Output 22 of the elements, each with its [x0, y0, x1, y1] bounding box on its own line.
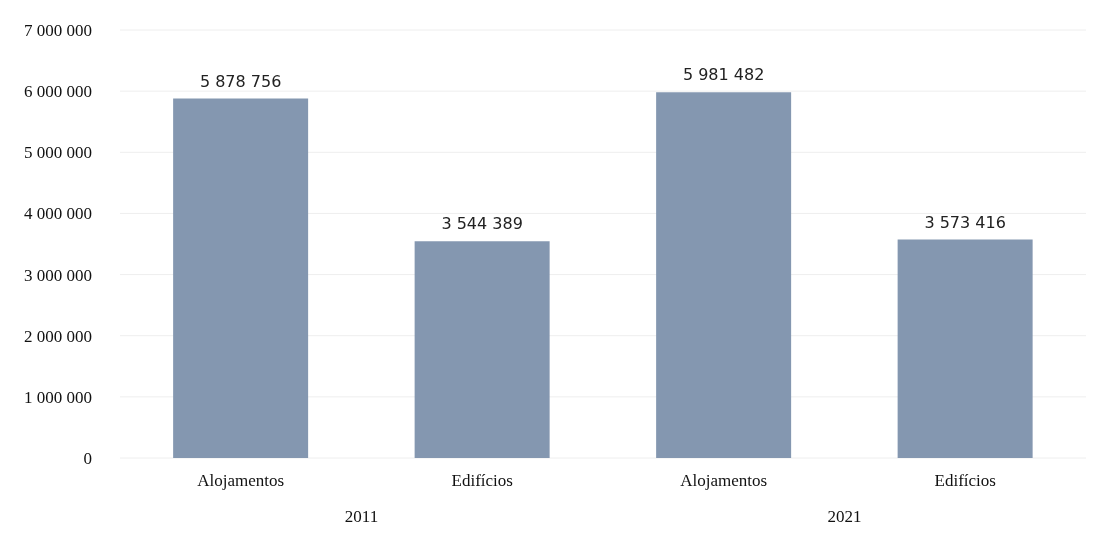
data-label: 5 878 756: [199, 71, 282, 91]
data-label: 3 544 389: [441, 214, 523, 234]
data-label: 3 573 416: [924, 212, 1006, 232]
y-tick-label: 3 000 000: [24, 265, 92, 285]
y-tick-label: 0: [83, 449, 92, 469]
bar: [173, 98, 309, 458]
x-tick-label: Alojamentos: [197, 471, 285, 491]
bar: [897, 239, 1033, 458]
bar: [656, 92, 792, 458]
text: 2021: [827, 507, 862, 527]
x-tick-label: Edifícios: [934, 471, 996, 491]
y-tick-label: 4 000 000: [24, 204, 92, 224]
x-tick-label: Alojamentos: [680, 471, 768, 491]
bar: [414, 241, 550, 458]
y-tick-label: 1 000 000: [24, 387, 92, 407]
y-tick-label: 5 000 000: [24, 143, 92, 163]
text: 2011: [344, 507, 379, 527]
y-tick-label: 2 000 000: [24, 326, 92, 346]
y-tick-label: 6 000 000: [24, 82, 92, 102]
x-tick-label: Edifícios: [451, 471, 513, 491]
y-tick-label: 7 000 000: [24, 21, 92, 41]
data-label: 5 981 482: [682, 65, 765, 85]
